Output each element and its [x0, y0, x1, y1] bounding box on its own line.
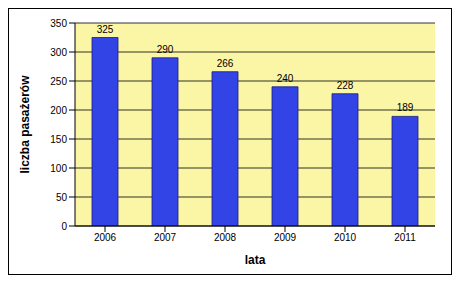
svg-text:350: 350 [50, 18, 67, 29]
svg-text:325: 325 [97, 24, 114, 35]
svg-text:266: 266 [217, 58, 234, 69]
svg-text:50: 50 [56, 192, 68, 203]
svg-text:100: 100 [50, 163, 67, 174]
svg-text:2006: 2006 [94, 232, 117, 243]
svg-text:2009: 2009 [274, 232, 297, 243]
svg-text:250: 250 [50, 76, 67, 87]
svg-text:189: 189 [397, 102, 414, 113]
svg-text:300: 300 [50, 47, 67, 58]
svg-text:2010: 2010 [334, 232, 357, 243]
svg-text:240: 240 [277, 73, 294, 84]
svg-text:2011: 2011 [394, 232, 416, 243]
svg-text:200: 200 [50, 105, 67, 116]
svg-text:228: 228 [337, 80, 354, 91]
svg-text:2008: 2008 [214, 232, 237, 243]
svg-text:liczba pasażerów: liczba pasażerów [18, 75, 32, 174]
svg-text:lata: lata [245, 253, 266, 267]
svg-text:0: 0 [61, 221, 67, 232]
svg-text:150: 150 [50, 134, 67, 145]
svg-text:2007: 2007 [154, 232, 177, 243]
svg-text:290: 290 [157, 44, 174, 55]
